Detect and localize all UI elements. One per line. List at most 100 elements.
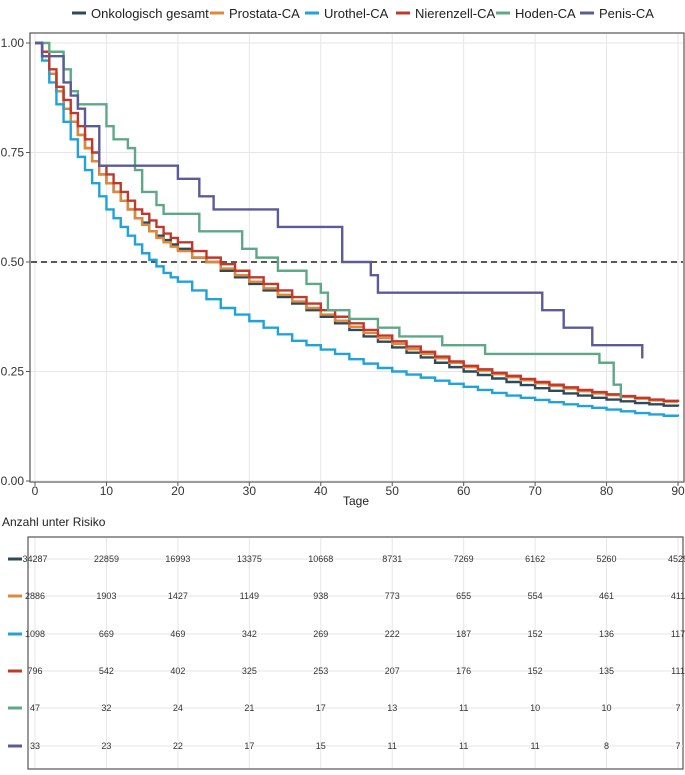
risk-value: 17 (244, 741, 254, 751)
risk-value: 461 (599, 591, 614, 601)
legend-label: Nierenzell-CA (415, 6, 496, 21)
x-axis-ticks: 0 10 20 30 40 50 60 70 80 90 (32, 482, 685, 498)
risk-table-rows: 34287 22859 16993 13375 10668 8731 7269 6162 526… (8, 554, 685, 751)
x-tick-label: 0 (32, 484, 39, 498)
risk-value: 32 (101, 703, 111, 713)
risk-value: 176 (456, 666, 471, 676)
risk-value: 669 (99, 629, 114, 639)
risk-value: 13 (387, 703, 397, 713)
series-line-0 (35, 41, 680, 407)
risk-value: 6162 (525, 554, 545, 564)
legend-label: Urothel-CA (324, 6, 389, 21)
risk-value: 469 (170, 629, 185, 639)
risk-value: 253 (313, 666, 328, 676)
risk-value: 207 (385, 666, 400, 676)
legend-label: Penis-CA (599, 6, 654, 21)
risk-value: 33 (30, 741, 40, 751)
risk-value: 47 (30, 703, 40, 713)
x-tick-label: 10 (100, 484, 114, 498)
x-tick-label: 80 (600, 484, 614, 498)
legend: Onkologisch gesamt Prostata-CA Urothel-CA N… (72, 6, 654, 21)
risk-value: 117 (671, 629, 685, 639)
risk-value: 11 (459, 703, 468, 713)
risk-value: 22 (173, 741, 183, 751)
risk-value: 11 (388, 741, 397, 751)
risk-value: 152 (528, 666, 543, 676)
series-lines (35, 41, 680, 417)
y-tick-label: 0.50 (1, 255, 25, 269)
risk-value: 16993 (165, 554, 190, 564)
risk-value: 222 (385, 629, 400, 639)
risk-value: 7 (675, 741, 680, 751)
risk-value: 17 (316, 703, 326, 713)
risk-value: 15 (316, 741, 326, 751)
x-tick-label: 60 (457, 484, 471, 498)
risk-value: 4529 (668, 554, 685, 564)
series-line-3 (35, 41, 680, 403)
y-tick-label: 1.00 (1, 36, 25, 50)
y-tick-label: 0.75 (1, 146, 25, 160)
series-line-4 (35, 41, 623, 398)
y-tick-label: 0.25 (1, 365, 25, 379)
risk-value: 2886 (25, 591, 45, 601)
risk-value: 1149 (240, 591, 259, 601)
legend-label: Hoden-CA (515, 6, 576, 21)
risk-value: 269 (313, 629, 328, 639)
risk-value: 1903 (96, 591, 116, 601)
risk-value: 135 (599, 666, 614, 676)
risk-value: 111 (671, 666, 685, 676)
risk-table-frame (27, 536, 684, 770)
risk-table: Anzahl unter Risiko 34287 22859 16993 13375… (2, 515, 685, 770)
risk-value: 11 (530, 741, 539, 751)
gridlines (31, 34, 683, 482)
risk-value: 325 (242, 666, 257, 676)
risk-value: 152 (528, 629, 543, 639)
risk-value: 7 (675, 703, 680, 713)
x-tick-label: 30 (243, 484, 257, 498)
risk-value: 11 (459, 741, 468, 751)
risk-value: 23 (101, 741, 111, 751)
risk-value: 554 (528, 591, 543, 601)
y-tick-label: 0.00 (1, 474, 25, 488)
risk-value: 5260 (597, 554, 617, 564)
legend-label: Onkologisch gesamt (91, 6, 209, 21)
risk-value: 24 (173, 703, 183, 713)
risk-value: 773 (385, 591, 400, 601)
risk-value: 10668 (308, 554, 333, 564)
series-line-5 (35, 41, 644, 359)
x-tick-label: 70 (528, 484, 542, 498)
survival-plot: 0 10 20 30 40 50 60 70 80 90 0.00 0.25 0.50 0.75 1.00… (1, 32, 685, 508)
risk-value: 1427 (168, 591, 188, 601)
risk-value: 7269 (454, 554, 474, 564)
risk-value: 402 (170, 666, 185, 676)
risk-value: 8 (604, 741, 609, 751)
risk-value: 542 (99, 666, 114, 676)
plot-frame (29, 32, 685, 483)
risk-value: 1098 (25, 629, 45, 639)
x-tick-label: 50 (386, 484, 400, 498)
x-tick-label: 20 (171, 484, 185, 498)
risk-value: 655 (456, 591, 471, 601)
series-line-1 (35, 41, 680, 403)
risk-value: 13375 (237, 554, 262, 564)
risk-value: 10 (530, 703, 540, 713)
x-tick-label: 90 (671, 484, 685, 498)
risk-value: 342 (242, 629, 257, 639)
x-tick-label: 40 (314, 484, 328, 498)
series-line-2 (35, 41, 680, 417)
risk-value: 8731 (382, 554, 402, 564)
risk-value: 10 (602, 703, 612, 713)
x-axis-title: Tage (343, 494, 369, 508)
risk-value: 22859 (94, 554, 119, 564)
risk-table-gridlines (34, 538, 679, 768)
risk-value: 34287 (22, 554, 47, 564)
risk-value: 21 (244, 703, 254, 713)
risk-value: 187 (456, 629, 471, 639)
risk-value: 796 (27, 666, 42, 676)
risk-value: 411 (671, 591, 685, 601)
risk-value: 136 (599, 629, 614, 639)
y-axis-ticks: 0.00 0.25 0.50 0.75 1.00 (1, 36, 30, 488)
risk-table-title: Anzahl unter Risiko (2, 515, 106, 529)
risk-value: 938 (313, 591, 328, 601)
